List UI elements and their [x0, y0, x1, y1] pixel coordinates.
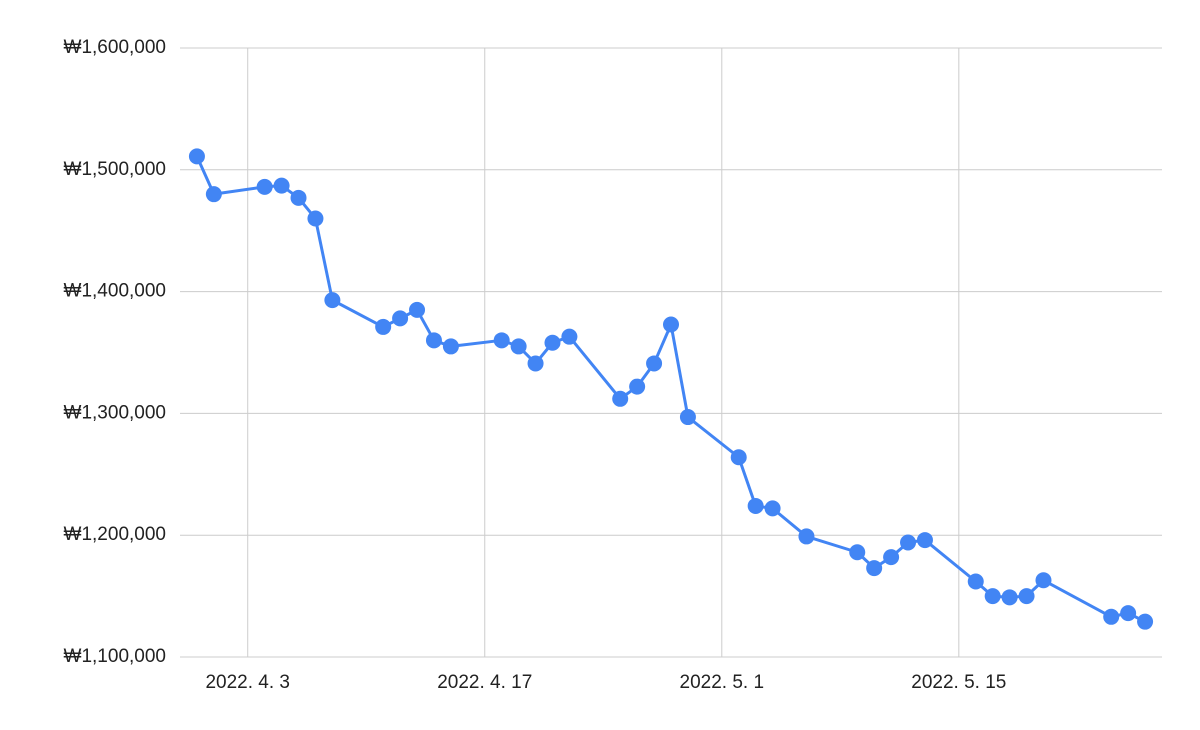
data-point — [984, 588, 1001, 605]
data-point — [1035, 572, 1052, 589]
data-point — [883, 549, 900, 566]
data-point — [798, 528, 815, 545]
y-tick-label: ₩1,600,000 — [64, 37, 166, 58]
data-point — [392, 310, 409, 327]
data-point — [544, 334, 561, 351]
data-point — [849, 544, 866, 561]
series-line — [195, 155, 1146, 624]
y-tick-label: ₩1,100,000 — [64, 646, 166, 667]
data-point — [900, 534, 917, 551]
y-tick-label: ₩1,200,000 — [64, 524, 166, 545]
data-point — [561, 328, 578, 345]
data-point — [1120, 605, 1137, 622]
data-point — [493, 332, 510, 349]
data-point — [307, 210, 324, 227]
data-point — [205, 186, 222, 203]
y-tick-label: ₩1,500,000 — [64, 159, 166, 180]
data-point — [442, 338, 459, 355]
y-tick-label: ₩1,300,000 — [64, 402, 166, 423]
data-point — [527, 355, 544, 372]
data-point — [967, 573, 984, 590]
data-point — [646, 355, 663, 372]
data-point — [188, 148, 205, 165]
x-tick-label: 2022. 4. 3 — [205, 672, 290, 693]
x-tick-label: 2022. 5. 15 — [911, 672, 1006, 693]
data-point — [324, 292, 341, 309]
data-point — [629, 378, 646, 395]
data-point — [916, 532, 933, 549]
data-point — [747, 497, 764, 514]
x-tick-label: 2022. 5. 1 — [680, 672, 765, 693]
data-point — [1018, 588, 1035, 605]
data-point — [409, 301, 426, 318]
data-point — [375, 318, 392, 335]
y-tick-label: ₩1,400,000 — [64, 281, 166, 302]
data-point — [730, 449, 747, 466]
data-point — [612, 390, 629, 407]
data-point — [1001, 589, 1018, 606]
data-point — [679, 409, 696, 426]
data-point — [1137, 613, 1154, 630]
data-point — [256, 178, 273, 195]
data-point — [290, 189, 307, 206]
data-point — [1103, 608, 1120, 625]
x-tick-label: 2022. 4. 17 — [437, 672, 532, 693]
data-point — [764, 500, 781, 517]
data-point — [425, 332, 442, 349]
data-point — [663, 316, 679, 333]
data-point — [273, 177, 290, 194]
data-point — [866, 560, 883, 577]
data-point — [510, 338, 527, 355]
